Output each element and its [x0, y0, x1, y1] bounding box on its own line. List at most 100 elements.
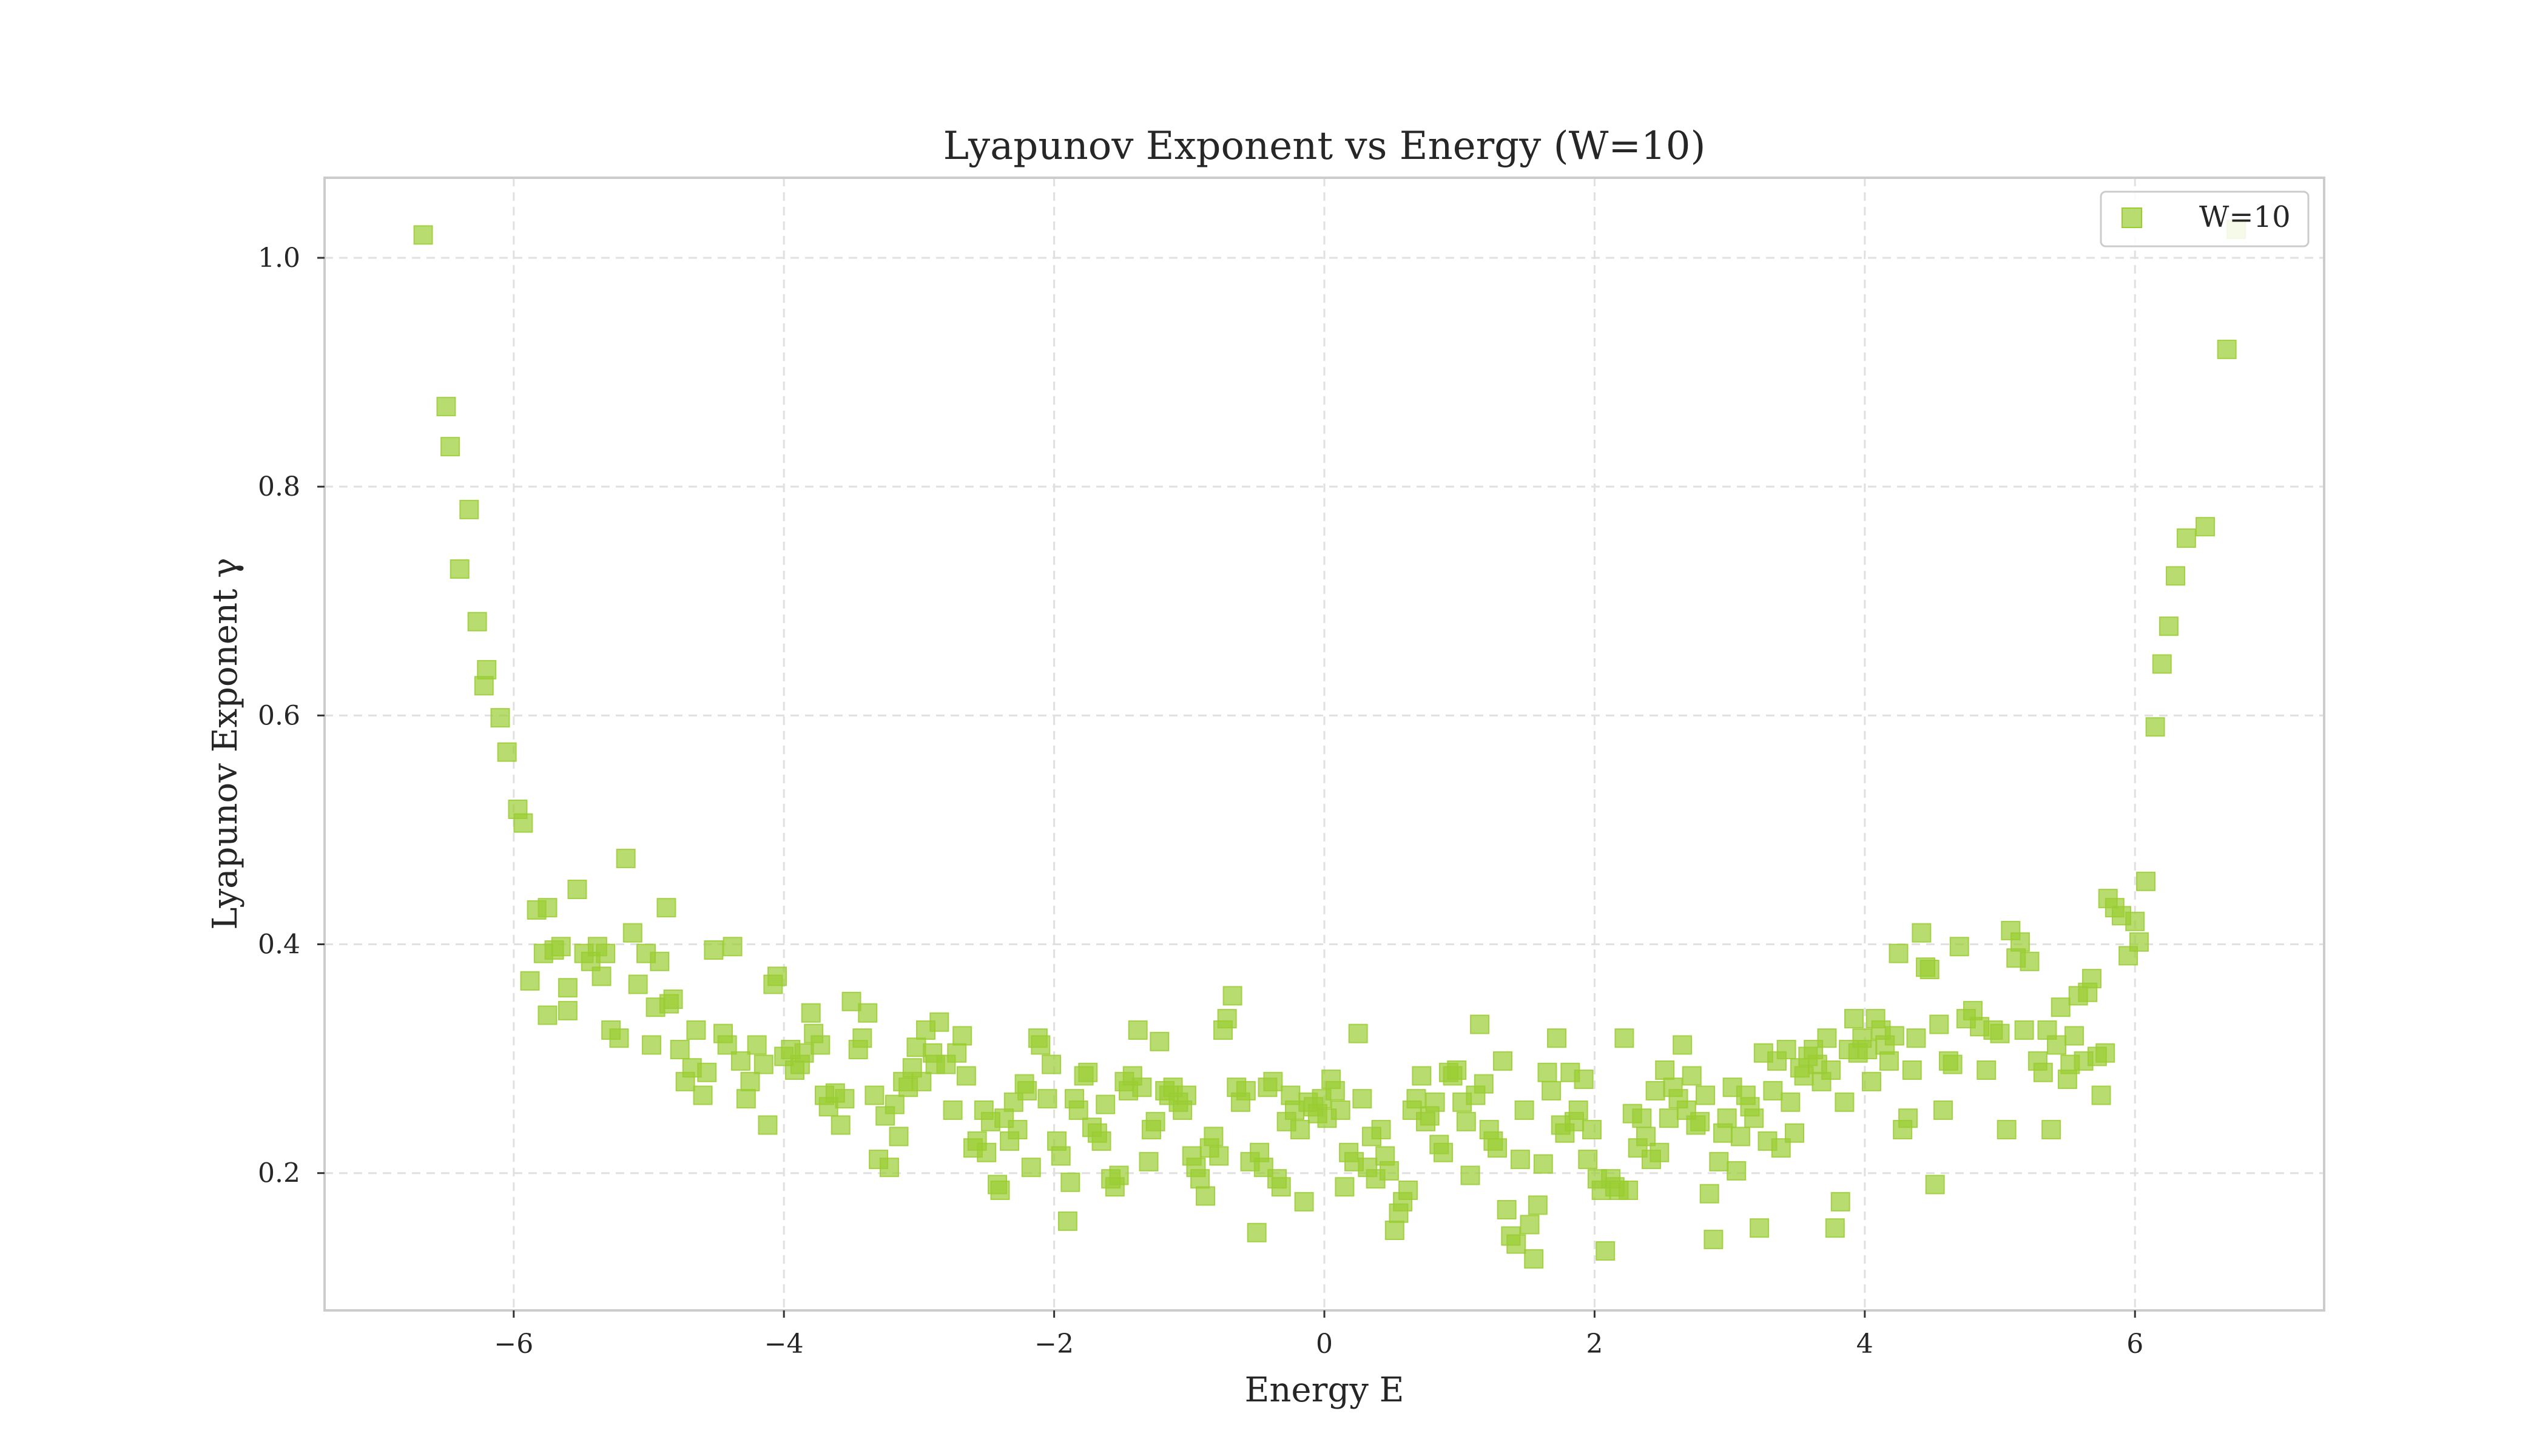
data-point: [1325, 1080, 1345, 1100]
data-point: [767, 966, 787, 986]
data-point: [1696, 1085, 1716, 1105]
x-tick-label: 2: [1586, 1329, 1603, 1360]
data-point: [1727, 1161, 1747, 1181]
data-point: [1919, 960, 1940, 980]
data-point: [2033, 1062, 2053, 1082]
data-point: [1830, 1191, 1850, 1212]
data-point: [1744, 1108, 1764, 1128]
data-point: [2051, 997, 2071, 1017]
data-point: [1247, 1222, 1267, 1242]
data-point: [1335, 1177, 1355, 1197]
data-point: [1933, 1100, 1953, 1120]
data-point: [864, 1085, 885, 1105]
x-tick-label: 6: [2126, 1329, 2143, 1360]
x-tick-label: −2: [1034, 1329, 1074, 1360]
data-point: [628, 974, 648, 994]
data-point: [697, 1062, 717, 1082]
data-point: [1217, 1009, 1237, 1029]
y-tick-label: 0.4: [258, 929, 300, 960]
data-point: [1460, 1165, 1480, 1185]
data-point: [1425, 1092, 1445, 1112]
data-point: [609, 1028, 629, 1048]
data-point: [477, 659, 497, 679]
data-point: [2081, 969, 2101, 989]
data-point: [1068, 1100, 1088, 1120]
data-point: [2129, 932, 2149, 952]
data-point: [1844, 1009, 1864, 1029]
data-point: [1884, 1026, 1904, 1046]
data-point: [1537, 1062, 1557, 1082]
data-point: [1835, 1092, 1855, 1112]
data-point: [1659, 1108, 1679, 1128]
data-point: [2152, 654, 2172, 674]
data-point: [1977, 1060, 1997, 1080]
data-point: [1379, 1161, 1399, 1181]
data-point: [650, 951, 670, 971]
data-point: [513, 813, 533, 833]
data-point: [1636, 1127, 1656, 1147]
data-point: [1990, 1023, 2010, 1043]
data-point: [1109, 1165, 1129, 1185]
data-point: [977, 1142, 997, 1162]
data-point: [459, 499, 479, 519]
data-point: [497, 742, 517, 762]
data-point: [490, 708, 510, 728]
data-point: [1528, 1195, 1548, 1215]
x-tick-label: 4: [1856, 1329, 1873, 1360]
data-point: [2176, 528, 2196, 548]
data-point: [641, 1035, 661, 1055]
data-point: [467, 612, 487, 632]
data-point: [1645, 1080, 1665, 1100]
data-point: [2041, 1120, 2061, 1140]
data-point: [1858, 1040, 1878, 1060]
data-point: [1776, 1040, 1796, 1060]
data-point: [1997, 1120, 2017, 1140]
data-point: [1596, 1241, 1616, 1261]
data-point: [1704, 1230, 1724, 1250]
data-point: [1673, 1035, 1693, 1055]
data-point: [1650, 1142, 1670, 1162]
data-point: [1021, 1158, 1041, 1178]
x-tick-label: −4: [764, 1329, 804, 1360]
data-point: [440, 437, 460, 457]
data-point: [1632, 1108, 1652, 1128]
data-point: [1906, 1028, 1926, 1048]
data-point: [852, 1028, 872, 1048]
data-point: [906, 1037, 926, 1057]
data-point: [1520, 1215, 1540, 1235]
data-point: [1008, 1120, 1028, 1140]
data-point: [693, 1085, 713, 1105]
data-point: [1128, 1020, 1148, 1040]
data-point: [811, 1035, 831, 1055]
data-point: [1889, 943, 1909, 963]
data-point: [1132, 1077, 1152, 1097]
x-tick-label: −6: [494, 1329, 533, 1360]
data-point: [1352, 1089, 1372, 1109]
data-point: [2095, 1043, 2115, 1063]
data-point: [1574, 1070, 1594, 1090]
data-point: [1861, 1071, 1881, 1091]
data-point: [1209, 1146, 1229, 1166]
data-point: [2014, 1020, 2034, 1040]
data-point: [450, 559, 470, 579]
data-point: [1420, 1106, 1440, 1126]
data-point: [616, 849, 636, 869]
data-point: [1619, 1180, 1639, 1200]
data-point: [686, 1020, 706, 1040]
data-point: [1294, 1191, 1314, 1212]
data-point: [1533, 1154, 1553, 1174]
data-point: [943, 1100, 963, 1120]
data-point: [1943, 1054, 1963, 1074]
data-point: [1384, 1220, 1404, 1240]
data-point: [656, 898, 676, 918]
data-point: [1222, 986, 1242, 1006]
data-point: [567, 880, 587, 900]
data-point: [1236, 1080, 1256, 1100]
data-point: [747, 1035, 767, 1055]
chart-title: Lyapunov Exponent vs Energy (W=10): [943, 124, 1706, 169]
axis-ticks: −6 −4 −2 0 2 4 6 0.2 0.4 0.6 0.8 1.0: [258, 243, 2143, 1360]
data-point: [1514, 1100, 1534, 1120]
data-point: [1949, 937, 1969, 957]
y-axis-label: Lyapunov Exponent γ: [206, 558, 245, 929]
